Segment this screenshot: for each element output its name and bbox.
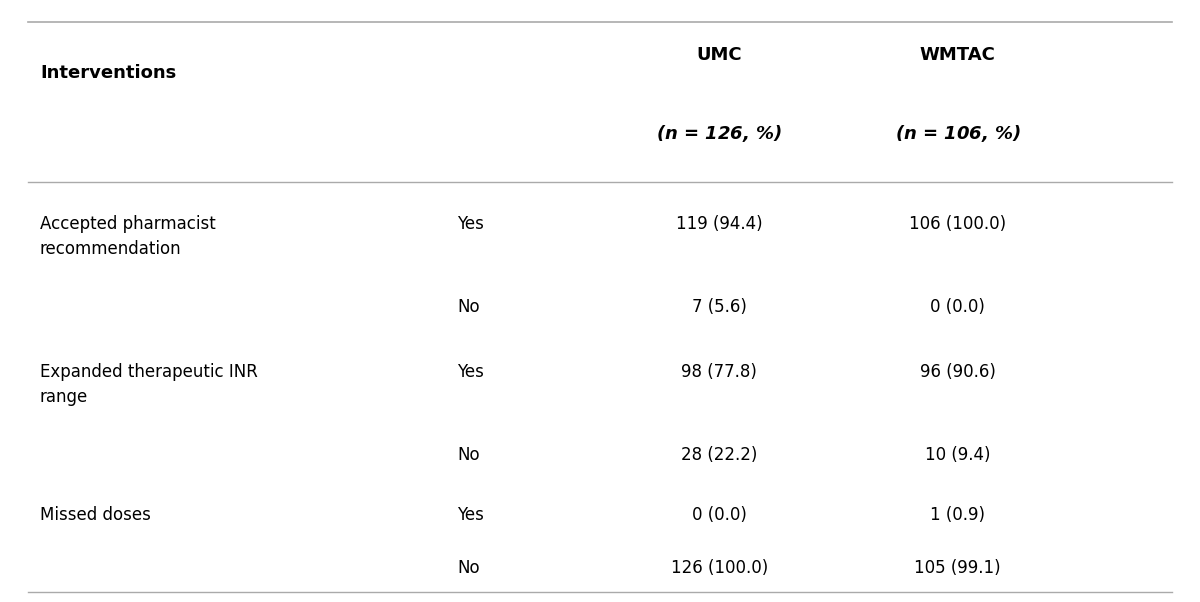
Text: 28 (22.2): 28 (22.2) bbox=[680, 447, 757, 465]
Text: 119 (94.4): 119 (94.4) bbox=[676, 215, 762, 233]
Text: 96 (90.6): 96 (90.6) bbox=[919, 364, 996, 381]
Text: Yes: Yes bbox=[457, 215, 484, 233]
Text: 0 (0.0): 0 (0.0) bbox=[930, 298, 985, 316]
Text: ($\bfit{n}$ = 106, %): ($\bfit{n}$ = 106, %) bbox=[894, 123, 1020, 144]
Text: 7 (5.6): 7 (5.6) bbox=[691, 298, 746, 316]
Text: 106 (100.0): 106 (100.0) bbox=[908, 215, 1006, 233]
Text: Interventions: Interventions bbox=[40, 64, 176, 81]
Text: 0 (0.0): 0 (0.0) bbox=[691, 506, 746, 524]
Text: 98 (77.8): 98 (77.8) bbox=[682, 364, 757, 381]
Text: Expanded therapeutic INR
range: Expanded therapeutic INR range bbox=[40, 364, 258, 406]
Text: WMTAC: WMTAC bbox=[919, 46, 996, 64]
Text: Yes: Yes bbox=[457, 506, 484, 524]
Text: 1 (0.9): 1 (0.9) bbox=[930, 506, 985, 524]
Text: ($\bfit{n}$ = 126, %): ($\bfit{n}$ = 126, %) bbox=[656, 123, 782, 144]
Text: 105 (99.1): 105 (99.1) bbox=[914, 559, 1001, 577]
Text: UMC: UMC bbox=[696, 46, 742, 64]
Text: Yes: Yes bbox=[457, 364, 484, 381]
Text: No: No bbox=[457, 298, 480, 316]
Text: No: No bbox=[457, 559, 480, 577]
Text: 10 (9.4): 10 (9.4) bbox=[925, 447, 990, 465]
Text: No: No bbox=[457, 447, 480, 465]
Text: Accepted pharmacist
recommendation: Accepted pharmacist recommendation bbox=[40, 215, 216, 258]
Text: 126 (100.0): 126 (100.0) bbox=[671, 559, 768, 577]
Text: Missed doses: Missed doses bbox=[40, 506, 151, 524]
